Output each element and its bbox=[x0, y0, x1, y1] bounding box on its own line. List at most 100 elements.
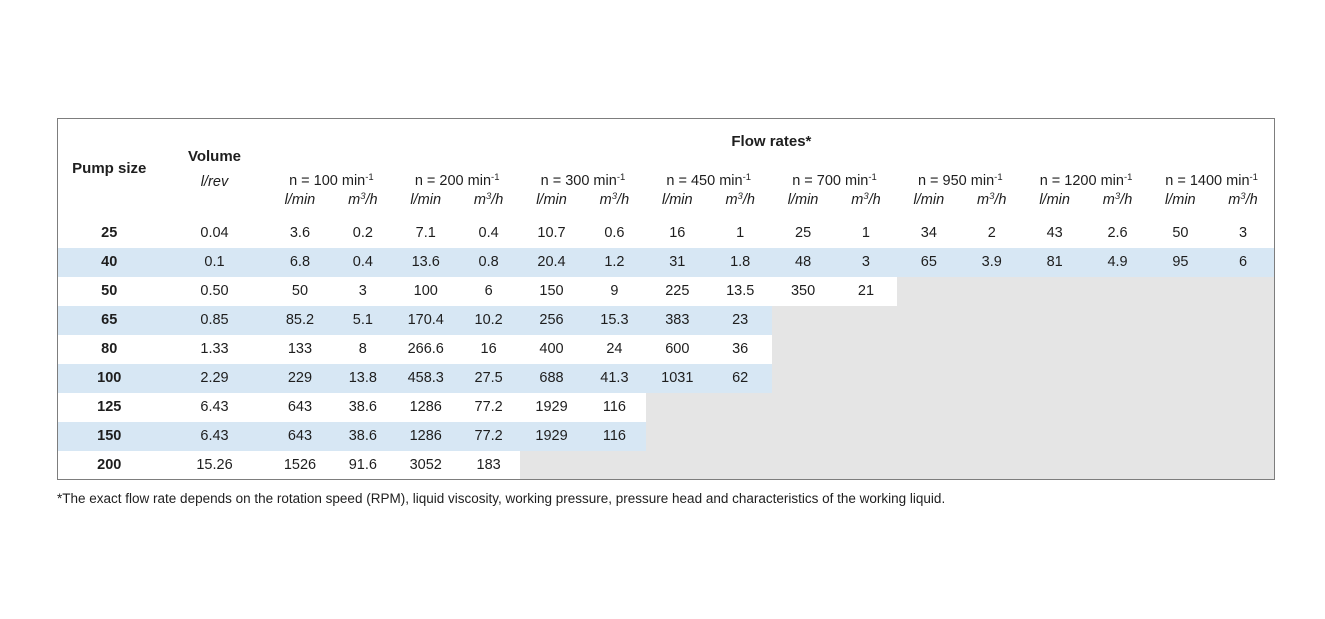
unit-lmin-label: l/min bbox=[1164, 192, 1196, 208]
empty-flow-cell bbox=[1023, 450, 1149, 480]
empty-flow-cell bbox=[897, 305, 1024, 335]
empty-flow-cell bbox=[645, 421, 772, 451]
unit-lmin-label: l/min bbox=[284, 192, 316, 208]
empty-flow-cell bbox=[1148, 392, 1275, 422]
unit-m3h-label: m3/h bbox=[331, 191, 394, 210]
flow-m3h-cell: 1 bbox=[736, 225, 745, 241]
unit-m3h-exponent: 3 bbox=[1114, 191, 1121, 202]
flow-m3h-cell: 91.6 bbox=[348, 456, 377, 473]
unit-lmin-label: l/min bbox=[1039, 192, 1070, 208]
flow-lmin-cell: 34 bbox=[920, 225, 937, 241]
empty-flow-cell bbox=[1023, 334, 1149, 364]
flow-m3h-cell: 9 bbox=[610, 283, 619, 299]
empty-flow-cell bbox=[1023, 421, 1149, 451]
pump-size-cell: 100 bbox=[57, 363, 161, 393]
table-row-size-40: 40 0.1 6.8 0.4 13.6 0.8 20.4 1.2 31 1.8 48 3 65 3.9 81… bbox=[57, 247, 1275, 277]
header-row-speeds: n = 100 min-1 l/min m3/h n = 200 min-1 l/min… bbox=[58, 164, 1275, 219]
pump-size-column-header: Pump size bbox=[72, 160, 147, 178]
speed-column-header-6: n = 950 min-1 l/min m3/h bbox=[897, 164, 1023, 219]
empty-flow-cell bbox=[771, 392, 898, 422]
flow-m3h-cell: 0.2 bbox=[352, 225, 373, 241]
flow-m3h-cell: 116 bbox=[602, 399, 626, 415]
flow-m3h-cell: 13.5 bbox=[726, 283, 755, 299]
flow-m3h-cell: 24 bbox=[606, 341, 623, 357]
volume-cell: 0.85 bbox=[160, 305, 269, 335]
pump-size-cell: 125 bbox=[97, 399, 122, 415]
speed-label: n = 1200 min-1 bbox=[1023, 172, 1149, 191]
flow-lmin-cell: 229 bbox=[268, 363, 332, 393]
flow-lmin-cell: 48 bbox=[771, 247, 835, 277]
empty-flow-cell bbox=[771, 334, 898, 364]
volume-cell: 0.50 bbox=[200, 283, 229, 299]
unit-m3h-exponent: 3 bbox=[611, 191, 618, 202]
flow-m3h-cell: 62 bbox=[708, 363, 772, 393]
unit-lmin-label: l/min bbox=[536, 192, 567, 208]
volume-cell: 6.43 bbox=[160, 421, 269, 451]
flow-lmin-cell: 1286 bbox=[409, 399, 442, 415]
empty-flow-cell bbox=[771, 450, 898, 480]
flow-lmin-cell: 25 bbox=[795, 225, 812, 241]
unit-m3h-base: m bbox=[725, 192, 738, 208]
empty-flow-cell bbox=[771, 363, 898, 393]
speed-label-text: n = 950 min bbox=[917, 173, 995, 189]
empty-flow-cell bbox=[1148, 421, 1275, 451]
flow-m3h-cell: 15.3 bbox=[582, 305, 646, 335]
speed-label-exponent: -1 bbox=[491, 172, 500, 183]
speed-column-header-3: n = 300 min-1 l/min m3/h bbox=[520, 164, 646, 219]
flow-m3h-cell: 2.6 bbox=[1107, 225, 1128, 241]
unit-m3h-base: m bbox=[1102, 192, 1115, 208]
flow-lmin-cell: 383 bbox=[645, 305, 709, 335]
table-row-size-25: 25 0.04 3.6 0.2 7.1 0.4 10.7 0.6 16 1 25 1 34 2 43 2.6 5… bbox=[58, 219, 1275, 248]
unit-m3h-base: m bbox=[977, 192, 990, 208]
unit-labels: l/min m3/h bbox=[897, 191, 1023, 210]
pump-flow-rates-table: Pump size Volume l/rev Flow rates* n = 1… bbox=[57, 118, 1276, 480]
unit-m3h-base: m bbox=[473, 192, 486, 208]
flow-lmin-cell: 643 bbox=[268, 421, 332, 451]
flow-m3h-cell: 3 bbox=[834, 247, 898, 277]
flow-lmin-cell: 3052 bbox=[409, 456, 442, 473]
speed-label: n = 1400 min-1 bbox=[1149, 172, 1274, 191]
unit-lmin-label: l/min bbox=[787, 192, 819, 208]
empty-flow-cell bbox=[897, 276, 1024, 306]
flow-m3h-cell: 77.2 bbox=[457, 421, 521, 451]
unit-lmin-label: l/min bbox=[913, 192, 945, 208]
flow-lmin-cell: 50 bbox=[1172, 225, 1189, 241]
unit-m3h-rest: /h bbox=[742, 192, 755, 208]
flow-m3h-cell: 38.6 bbox=[331, 421, 395, 451]
header-row-top: Pump size Volume l/rev Flow rates* bbox=[58, 119, 1275, 190]
empty-flow-cell bbox=[897, 392, 1024, 422]
flow-lmin-cell: 1929 bbox=[520, 421, 583, 451]
flow-lmin-cell: 43 bbox=[1046, 225, 1063, 241]
speed-label: n = 100 min-1 bbox=[269, 172, 395, 191]
unit-labels: l/min m3/h bbox=[646, 191, 772, 210]
unit-labels: l/min m3/h bbox=[1023, 191, 1149, 210]
flow-m3h-cell: 4.9 bbox=[1086, 247, 1149, 277]
flow-lmin-cell: 643 bbox=[287, 399, 313, 415]
flow-lmin-cell: 458.3 bbox=[394, 363, 458, 393]
flow-lmin-cell: 1286 bbox=[394, 421, 458, 451]
empty-flow-cell bbox=[1148, 334, 1275, 364]
speed-label: n = 200 min-1 bbox=[394, 172, 520, 191]
unit-m3h-rest: /h bbox=[994, 192, 1007, 208]
pump-size-cell: 65 bbox=[57, 305, 161, 335]
table-row-size-200: 200 15.26 1526 91.6 3052 183 bbox=[58, 450, 1275, 480]
speed-label-exponent: -1 bbox=[994, 172, 1003, 183]
flow-lmin-cell: 50 bbox=[291, 283, 309, 299]
flow-lmin-cell: 1031 bbox=[645, 363, 709, 393]
flow-lmin-cell: 81 bbox=[1023, 247, 1087, 277]
empty-flow-cell bbox=[1023, 305, 1149, 335]
unit-m3h-label: m3/h bbox=[709, 191, 772, 210]
unit-m3h-base: m bbox=[348, 192, 361, 208]
speed-column-header-1: n = 100 min-1 l/min m3/h bbox=[269, 164, 395, 219]
speed-label: n = 300 min-1 bbox=[520, 172, 646, 191]
flow-rates-group-header: Flow rates* bbox=[731, 132, 812, 150]
speed-label-exponent: -1 bbox=[365, 172, 374, 183]
empty-flow-cell bbox=[1023, 276, 1149, 306]
unit-m3h-base: m bbox=[599, 192, 612, 208]
flow-m3h-cell: 10.2 bbox=[457, 305, 521, 335]
speed-label-exponent: -1 bbox=[1249, 172, 1258, 183]
speed-label: n = 700 min-1 bbox=[772, 172, 898, 191]
flow-m3h-cell: 27.5 bbox=[457, 363, 521, 393]
flow-lmin-cell: 10.7 bbox=[537, 225, 566, 241]
